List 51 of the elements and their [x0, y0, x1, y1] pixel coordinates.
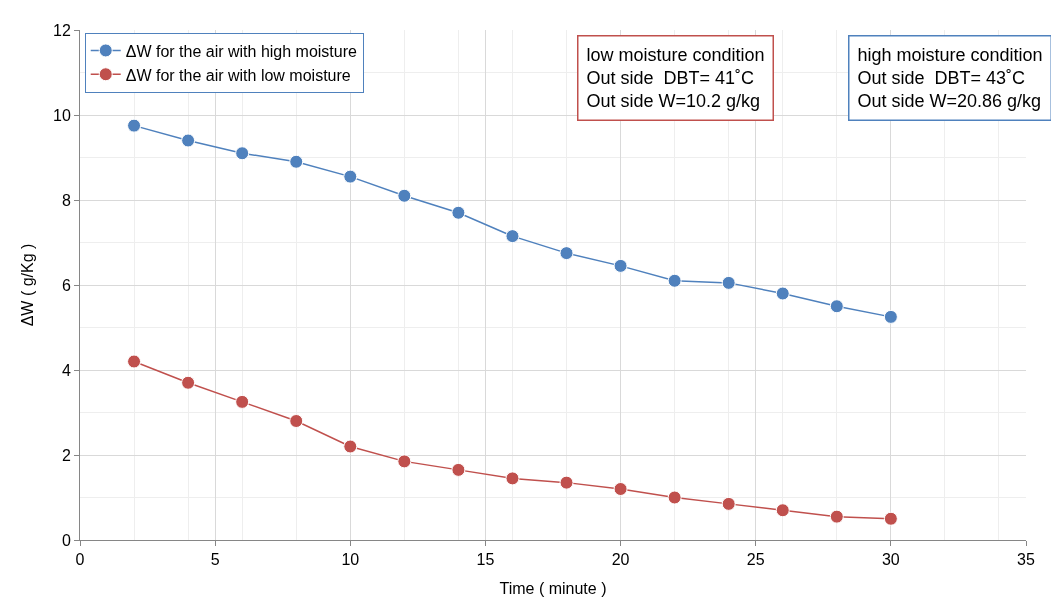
- point: [721, 275, 736, 290]
- y-tick-label: 2: [61, 446, 71, 464]
- point: [505, 229, 520, 244]
- point: [883, 309, 898, 324]
- point: [775, 286, 790, 301]
- point: [181, 375, 196, 390]
- point: [397, 188, 412, 203]
- point: [289, 154, 304, 169]
- point: [613, 258, 628, 273]
- point: [775, 503, 790, 518]
- point: [667, 273, 682, 288]
- y-axis-title: ΔW ( g/Kg ): [18, 243, 36, 327]
- point: [667, 490, 682, 505]
- point: [559, 475, 574, 490]
- point: [235, 146, 250, 161]
- y-tick-label: 0: [61, 531, 71, 549]
- x-axis-title: Time ( minute ): [499, 579, 607, 597]
- x-tick-label: 0: [75, 551, 85, 569]
- point: [343, 439, 358, 454]
- x-tick-label: 30: [881, 551, 900, 569]
- point: [613, 482, 628, 496]
- point: [883, 511, 898, 526]
- point: [451, 462, 466, 477]
- point: [505, 471, 520, 486]
- point: [235, 394, 250, 409]
- y-tick-label: 6: [61, 276, 71, 294]
- annotation: high moisture condition Out side DBT= 43˚C Out side W=20.86 g/kg: [857, 44, 1043, 112]
- point: [829, 509, 844, 524]
- y-tick-label: 8: [61, 191, 71, 209]
- point: [721, 496, 736, 511]
- legend-label: ΔW for the air with high moisture: [125, 42, 358, 60]
- point: [829, 299, 844, 314]
- point: [289, 414, 304, 428]
- point: [127, 354, 142, 369]
- x-tick-label: 20: [611, 551, 630, 569]
- x-tick-label: 35: [1017, 551, 1035, 569]
- legend-label: ΔW for the air with low moisture: [125, 66, 351, 84]
- y-tick-label: 10: [53, 106, 71, 124]
- point: [181, 133, 196, 148]
- x-tick-label: 10: [341, 551, 360, 569]
- y-tick-label: 12: [53, 21, 71, 39]
- point: [127, 118, 142, 133]
- y-tick-label: 4: [61, 361, 71, 379]
- annotation: low moisture condition Out side DBT= 41˚C Out side W=10.2 g/kg: [586, 44, 765, 112]
- x-tick-label: 5: [210, 551, 220, 569]
- point: [397, 454, 412, 469]
- x-tick-label: 25: [746, 551, 765, 569]
- point: [559, 246, 574, 261]
- point: [451, 205, 466, 220]
- x-tick-label: 15: [476, 551, 495, 569]
- point: [343, 169, 358, 184]
